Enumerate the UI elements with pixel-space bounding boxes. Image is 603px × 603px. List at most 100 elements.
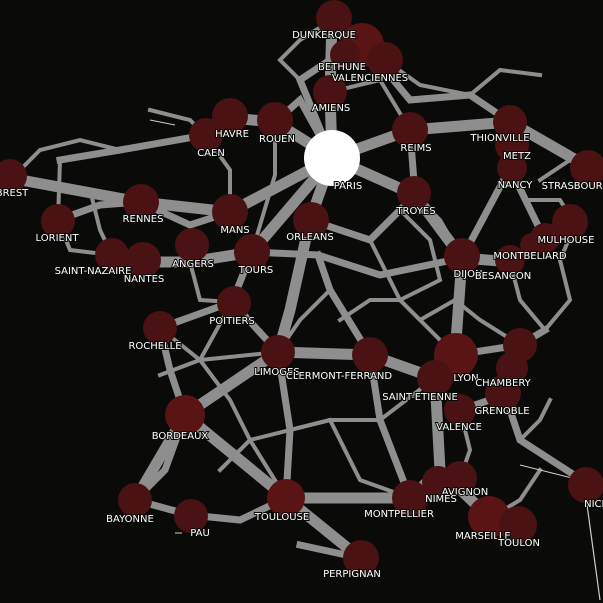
city-label: PARIS [334,181,362,192]
city-label: SAINT-NAZAIRE [55,266,132,277]
road [305,126,419,245]
city-node-limoges[interactable] [261,335,295,369]
city-node-angers[interactable] [175,228,209,262]
city-label: RENNES [123,214,164,225]
city-node-brest[interactable] [0,159,27,193]
city-label: TOULOUSE [254,512,309,523]
city-node-pau[interactable] [174,499,208,533]
city-node-bordeaux[interactable] [165,395,205,435]
city-node-avignon-2[interactable] [422,466,454,498]
city-node-poitiers[interactable] [217,286,251,320]
city-node-tours[interactable] [234,234,270,270]
city-label: LORIENT [36,233,80,244]
road [328,375,438,422]
city-node-saint-etienne[interactable] [417,360,453,396]
city-label: REIMS [400,143,431,154]
city-label: CLERMONT-FERRAND [286,371,392,382]
road [217,437,253,473]
road [247,417,413,501]
road [397,207,443,303]
city-node-nice[interactable] [568,467,603,503]
city-node-grenoble[interactable] [485,375,521,411]
city-node-caen[interactable] [189,118,223,152]
road [248,248,467,279]
city-node-amiens[interactable] [313,75,347,109]
city-label: BORDEAUX [152,431,209,442]
city-node-besancon[interactable] [495,245,525,275]
city-label: BREST [0,188,29,199]
road [324,150,518,268]
city-label: DUNKERQUE [292,30,356,41]
city-node-bayonne[interactable] [118,483,152,517]
city-node-nimes[interactable] [392,480,428,516]
city-label: METZ [503,151,531,162]
city-node-reims[interactable] [392,112,428,148]
city-label: BAYONNE [106,514,154,525]
city-label: AMIENS [312,103,351,114]
road [277,17,335,83]
city-label: MARSEILLE [455,531,511,542]
city-node-nancy[interactable] [497,153,527,183]
city-node-rennes[interactable] [123,184,159,220]
road [397,297,523,348]
road [367,237,458,358]
city-label: AVIGNON [442,487,489,498]
city-label: LIMOGES [254,367,299,378]
city-label: MONTBELIARD [493,251,567,262]
city-node-mulhouse[interactable] [552,204,588,240]
city-label: TOURS [238,265,274,276]
city-node-nantes[interactable] [125,242,161,278]
city-node-valence[interactable] [444,394,476,426]
city-labels: DUNKERQUE BETHUNE VALENCIENNES LILLE AMI… [0,29,603,581]
city-node-clermont[interactable] [352,337,388,373]
road [324,116,598,176]
city-node-paris[interactable] [304,130,360,186]
city-label: BETHUNE [318,62,366,73]
city-label: MULHOUSE [538,235,595,246]
city-node-metz[interactable] [495,128,529,162]
city-label: ANGERS [172,259,214,270]
city-label: GRENOBLE [474,406,529,417]
city-label: BESANCON [475,271,531,282]
city-node-strasbourg[interactable] [570,150,603,186]
city-label: ROUEN [259,134,295,145]
city-node-rochelle[interactable] [143,311,177,345]
city-node-orleans[interactable] [293,202,329,238]
city-label: CHAMBERY [475,378,531,389]
city-label: MANS [220,225,249,236]
road [467,67,543,98]
city-label: NIMES [425,494,457,505]
city-label: PAU [190,528,210,539]
road [542,222,578,333]
city-label: VALENCIENNES [332,73,408,84]
city-node-havre[interactable] [212,98,248,134]
city-label: ROCHELLE [128,341,181,352]
city-label: THIONVILLE [469,133,529,144]
city-node-dunkerque[interactable] [316,0,352,36]
city-node-dijon[interactable] [444,238,480,274]
city-node-montbeliard[interactable] [520,233,544,257]
road [197,357,289,501]
road [17,137,123,173]
city-node-toulon[interactable] [499,506,537,544]
road [130,493,291,524]
road [157,357,203,378]
city-label: NANCY [498,180,534,191]
city-label: NICE [584,499,603,510]
city-label: LYON [453,373,478,384]
city-node-lorient[interactable] [41,204,75,238]
city-node-mans[interactable] [212,194,248,230]
road [3,150,340,218]
city-node-rouen[interactable] [257,102,293,138]
city-node-bethune[interactable] [330,40,360,70]
road [249,120,277,255]
city-node-troyes[interactable] [397,176,431,210]
city-node-toulouse[interactable] [267,479,305,517]
city-label: ORLEANS [286,232,333,243]
city-node-perpignan[interactable] [343,540,379,576]
city-node-valenciennes[interactable] [367,42,403,78]
city-node-saint-nazaire[interactable] [95,238,129,272]
city-label: POITIERS [209,316,255,327]
